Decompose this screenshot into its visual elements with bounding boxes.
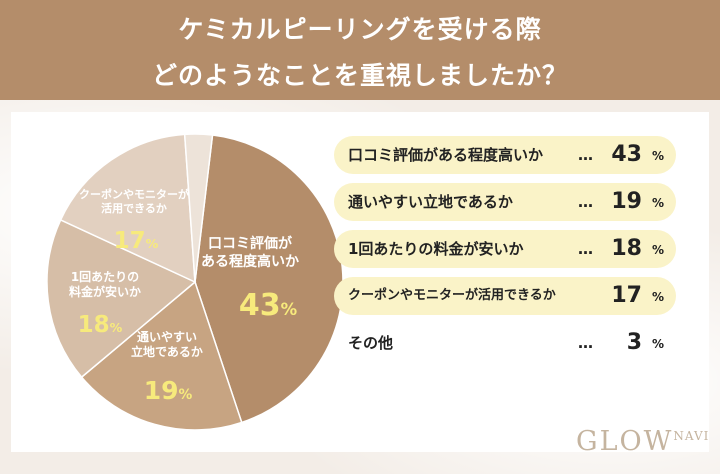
legend-row-other: その他 … 3 % [334,324,676,362]
legend-row-value: 19 [611,189,642,214]
legend-row-unit: % [651,243,664,257]
pie-label-price-line1: 1回あたりの [70,270,140,284]
header-banner: ケミカルピーリングを受ける際 どのようなことを重視しましたか？ [0,0,720,100]
pie-label-location: 通いやすい 立地であるか [112,330,222,360]
pie-slice-other [183,133,214,283]
legend-row-value: 17 [611,283,642,308]
pie-label-price-line2: 料金が安いか [68,285,141,299]
legend-row-unit: % [651,290,664,304]
pie-slice-reviews [194,134,344,424]
logo-sub-bottom: VI [693,429,710,443]
legend-row-label: 通いやすい立地であるか [348,193,513,211]
pie-pct-price-unit: % [109,320,123,335]
pie-slice-price [46,218,197,379]
legend-row-label: 1回あたりの料金が安いか [348,240,524,258]
pie-pct-price-value: 18 [77,312,110,338]
legend-row-label: その他 [348,334,394,352]
pie-pct-location-unit: % [178,387,193,403]
pie-pct-price: 18% [60,312,140,338]
pie-pct-coupon: 17% [96,228,176,254]
legend-row-unit: % [651,196,664,210]
pie-label-reviews-line1: 口コミ評価が [208,236,292,252]
legend-row-price: 1回あたりの料金が安いか … 18 % [334,230,676,268]
pie-label-price: 1回あたりの 料金が安いか [55,270,155,300]
logo-sub: NAVI [673,429,709,443]
legend-row-value: 43 [611,142,642,167]
legend-row-dots: … [578,146,593,164]
logo-sub-top: NA [673,429,694,443]
legend-row-label: クーポンやモニターが活用できるか [348,288,556,303]
page-title-line1: ケミカルピーリングを受ける際 [178,15,542,44]
pie-pct-reviews-unit: % [280,300,298,319]
pie-label-reviews: 口コミ評価が ある程度高いか [180,236,320,271]
pie-label-coupon: クーポンやモニターが 活用できるか [68,188,200,216]
logo-main: GLOW [576,426,674,457]
pie-pct-reviews-value: 43 [238,288,281,323]
legend-row-unit: % [651,337,664,351]
legend-row-unit: % [651,149,664,163]
pie-label-coupon-line2: 活用できるか [101,201,167,215]
glow-navi-logo: GLOWNAVI [576,426,709,457]
pie-slice-coupon [59,133,196,284]
pie-pct-location: 19% [128,376,208,405]
pie-pct-location-value: 19 [143,376,179,405]
legend-row-label: 口コミ評価がある程度高いか [348,146,544,164]
legend-row-dots: … [578,334,593,352]
legend-row-value: 18 [611,236,642,261]
legend-row-value: 3 [626,330,642,355]
pie-label-location-line1: 通いやすい [136,330,197,344]
pie-chart [46,133,344,431]
legend-row-dots: … [578,240,593,258]
legend-row-dots: … [578,193,593,211]
pie-slice-location [80,280,243,431]
page-title-line2: どのようなことを重視しましたか？ [151,61,568,90]
pie-pct-coupon-unit: % [145,236,159,251]
pie-label-location-line2: 立地であるか [131,345,203,359]
pie-pct-coupon-value: 17 [113,228,146,254]
legend-row-coupon: クーポンやモニターが活用できるか … 17 % [334,277,676,315]
pie-pct-reviews: 43% [228,288,308,323]
pie-label-coupon-line1: クーポンやモニターが [79,188,189,201]
legend-row-location: 通いやすい立地であるか … 19 % [334,183,676,221]
legend-row-reviews: 口コミ評価がある程度高いか … 43 % [334,136,676,174]
pie-label-reviews-line2: ある程度高いか [201,253,299,270]
